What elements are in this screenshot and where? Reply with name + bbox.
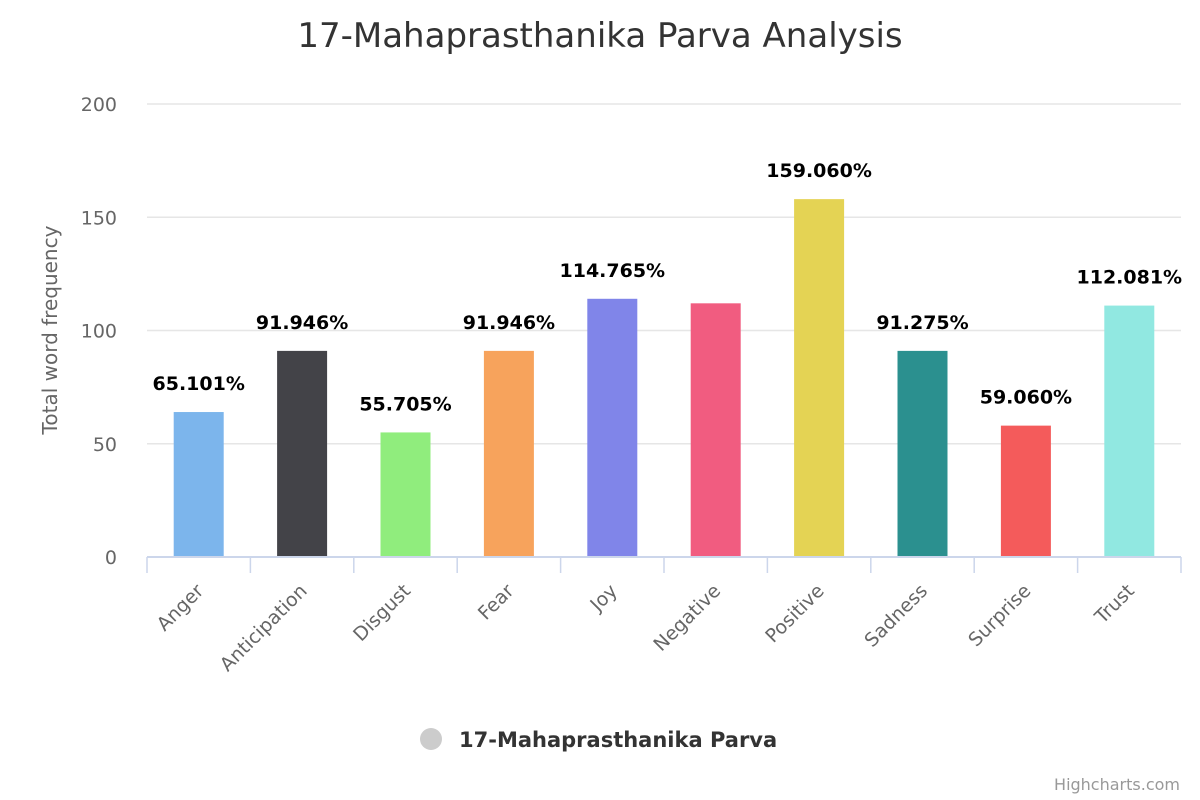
bar-negative[interactable]	[690, 303, 741, 557]
bar-fear[interactable]	[483, 350, 534, 557]
data-label: 65.101%	[153, 373, 245, 395]
x-tick-label: Negative	[649, 580, 725, 656]
bar-sadness[interactable]	[897, 350, 948, 557]
bars	[173, 199, 1155, 557]
bar-joy[interactable]	[587, 298, 638, 557]
bar-disgust[interactable]	[380, 432, 431, 557]
x-axis-ticks: Anger Anticipation Disgust Fear Joy Negative P…	[153, 580, 1139, 676]
x-tick-label: Surprise	[964, 580, 1035, 651]
x-tick-label: Trust	[1090, 580, 1139, 629]
x-tick-label: Disgust	[349, 580, 415, 646]
data-label: 55.705%	[359, 393, 451, 415]
legend-marker-icon[interactable]	[420, 728, 442, 750]
y-axis-label: Total word frequency	[38, 225, 62, 435]
bar-anticipation[interactable]	[277, 350, 328, 557]
y-tick-label: 100	[81, 321, 117, 343]
x-tick-label: Joy	[585, 580, 621, 616]
x-tick-label: Fear	[474, 580, 519, 625]
bar-surprise[interactable]	[1000, 425, 1051, 557]
data-label: 159.060%	[766, 160, 872, 182]
x-tick-label: Sadness	[860, 580, 932, 652]
chart-title: 17-Mahaprasthanika Parva Analysis	[297, 16, 902, 56]
credits-link[interactable]: Highcharts.com	[1054, 775, 1180, 794]
data-label: 91.946%	[463, 312, 555, 334]
y-tick-label: 200	[81, 94, 117, 116]
legend-label[interactable]: 17-Mahaprasthanika Parva	[459, 728, 777, 752]
y-tick-label: 50	[93, 434, 117, 456]
bar-anger[interactable]	[173, 412, 224, 557]
legend[interactable]: 17-Mahaprasthanika Parva	[420, 728, 777, 752]
x-tick-label: Anger	[153, 580, 209, 636]
data-labels: 65.101% 91.946% 55.705% 91.946% 114.765% 159.…	[153, 160, 1183, 415]
x-axis	[146, 556, 1182, 573]
x-tick-label: Positive	[761, 580, 828, 647]
data-label: 59.060%	[980, 387, 1072, 409]
data-label: 91.946%	[256, 312, 348, 334]
bar-trust[interactable]	[1104, 305, 1155, 557]
data-label: 112.081%	[1077, 267, 1183, 289]
data-label: 91.275%	[876, 312, 968, 334]
data-label: 114.765%	[560, 260, 666, 282]
x-tick-label: Anticipation	[216, 580, 312, 676]
y-tick-label: 0	[105, 547, 117, 569]
y-tick-label: 150	[81, 207, 117, 229]
y-axis-ticks: 0 50 100 150 200	[81, 94, 117, 569]
bar-positive[interactable]	[794, 199, 845, 557]
